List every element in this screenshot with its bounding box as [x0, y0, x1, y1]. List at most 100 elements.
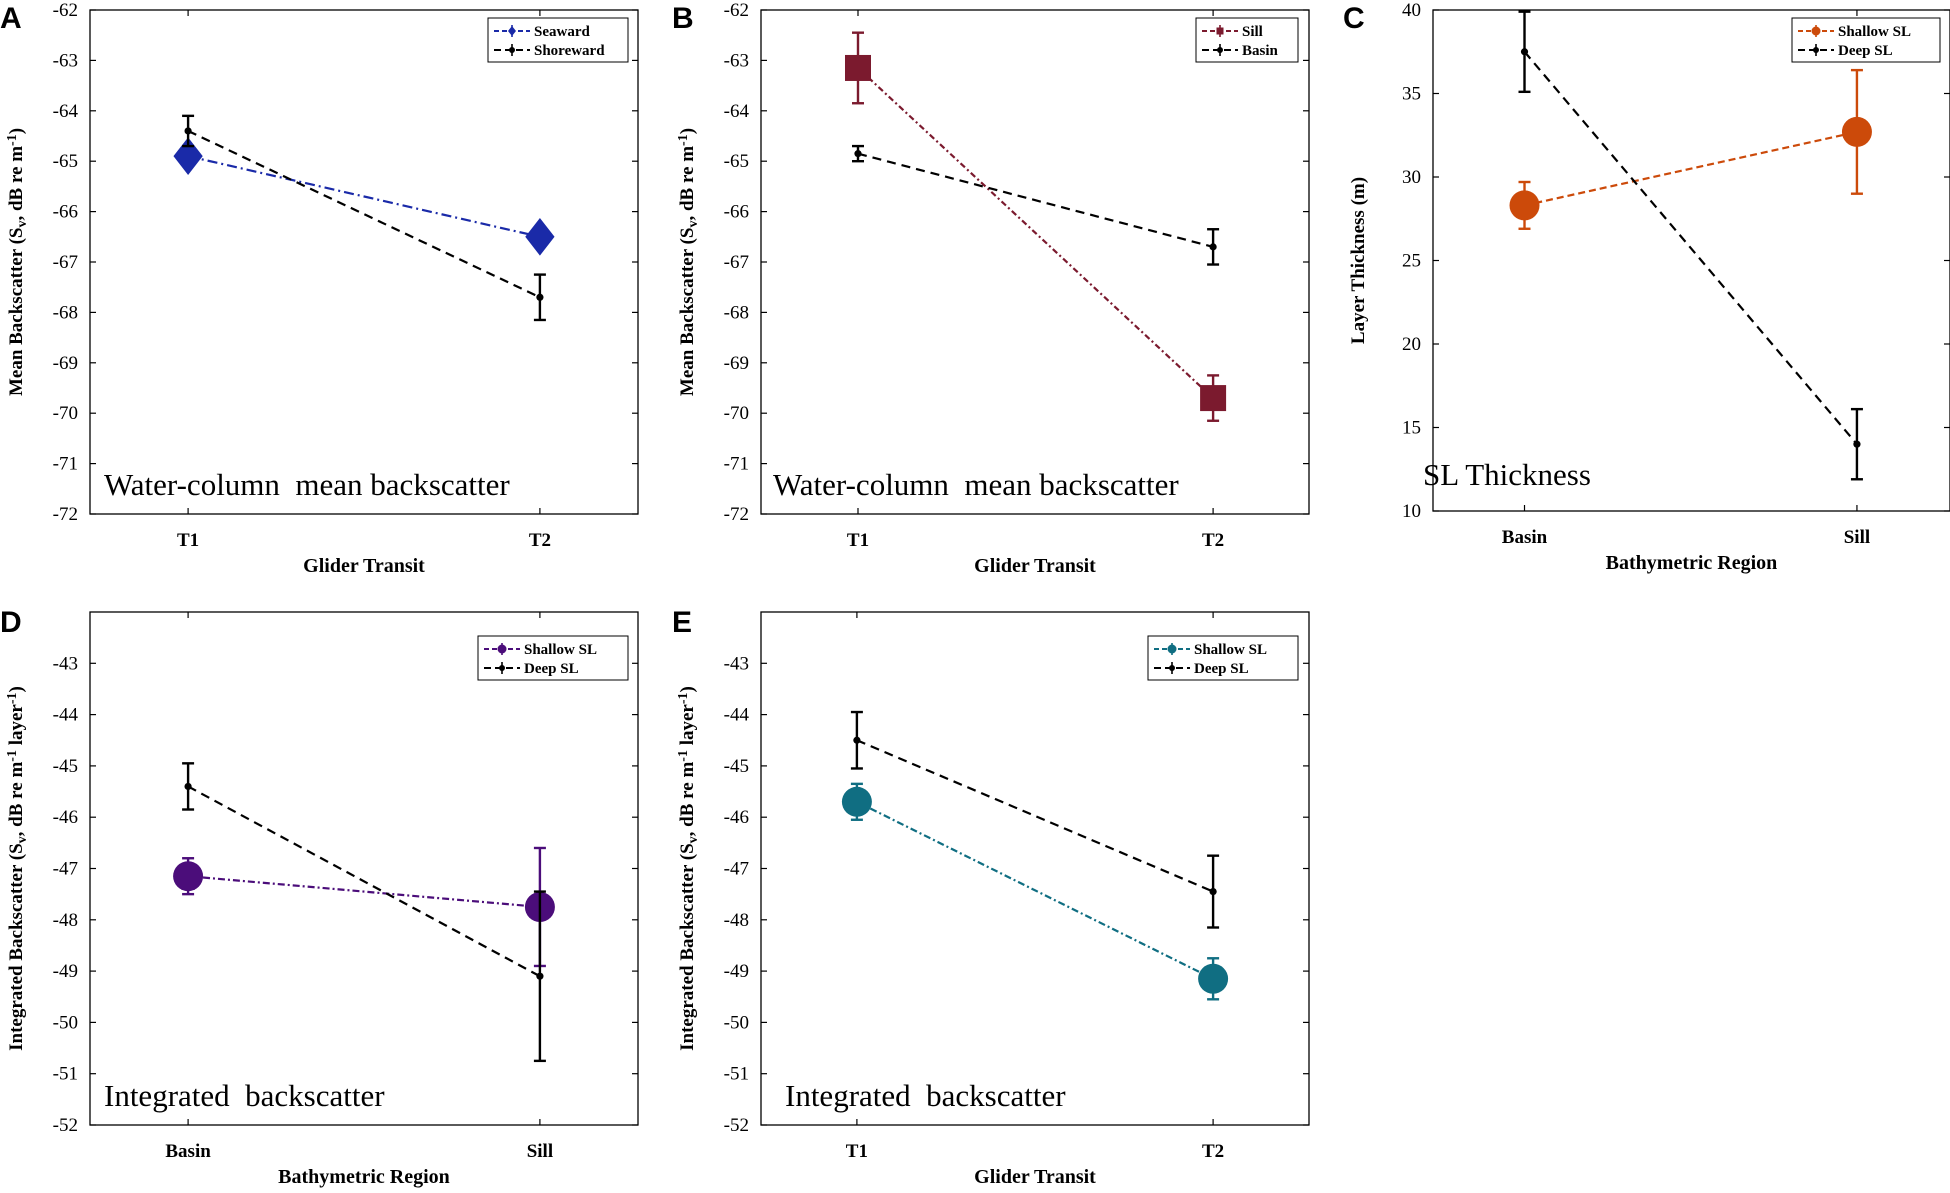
y-tick-label: 25 [1402, 251, 1421, 272]
legend-label: Seaward [534, 24, 590, 40]
y-tick-label: -64 [53, 101, 79, 122]
y-tick-label: -67 [724, 252, 749, 273]
y-tick-label: -50 [724, 1012, 749, 1033]
y-tick-label: -70 [724, 403, 749, 424]
legend-label: Shallow SL [1838, 24, 1911, 40]
y-tick-label: 40 [1402, 0, 1421, 21]
data-point [1520, 48, 1529, 56]
y-tick-label: -66 [53, 202, 78, 223]
y-axis-label-part: ) [677, 686, 698, 692]
y-axis-label-part: -1 [5, 750, 20, 762]
series-line-sill [857, 67, 1214, 399]
chart-panel-e: E -43 -44 -45 -46 -47 -48 -49 -50 -51 -52 T1 T2 Glide… [672, 606, 1310, 1188]
data-point [854, 150, 862, 158]
x-tick-label: Basin [165, 1141, 211, 1162]
y-tick-label: -63 [53, 50, 78, 71]
y-axis-label-part: , dB re m [6, 146, 27, 221]
panel-letter: C [1343, 2, 1365, 35]
plot-area [89, 9, 639, 515]
y-axis-label-part: -1 [676, 134, 691, 146]
data-point [536, 972, 544, 980]
y-tick-label: -71 [724, 454, 749, 475]
y-axis-label-part: ) [6, 686, 27, 692]
y-tick-label: -67 [53, 252, 78, 273]
x-tick-label: T1 [177, 530, 199, 551]
plot-area [89, 611, 639, 1126]
y-axis-label-part: Layer Thickness (m) [1348, 177, 1369, 344]
plot-area [760, 611, 1310, 1126]
legend-marker [499, 665, 505, 671]
y-tick-label: -62 [53, 0, 78, 21]
x-tick-label: Basin [1502, 527, 1548, 548]
y-tick-label: 20 [1402, 334, 1421, 355]
y-axis-label-part: v [686, 836, 701, 843]
legend-marker [1217, 47, 1223, 53]
series-line-shallow-sl [856, 800, 1214, 980]
y-axis-label-part: , dB re m [6, 762, 27, 837]
x-axis-label: Glider Transit [974, 1166, 1096, 1188]
y-axis-label-part: Integrated Backscatter (S [6, 843, 27, 1051]
legend-label: Deep SL [1838, 43, 1893, 59]
y-axis-label-part: -1 [5, 692, 20, 704]
data-point [536, 293, 544, 301]
y-axis-label: Integrated Backscatter (Sv, dB re m-1 la… [676, 686, 701, 1051]
y-tick-label: -50 [53, 1012, 78, 1033]
y-tick-label: -65 [724, 151, 749, 172]
y-tick-label: 15 [1402, 418, 1421, 439]
y-tick-label: -51 [53, 1064, 78, 1085]
legend: Shallow SL Deep SL [1147, 635, 1299, 681]
x-axis-label: Bathymetric Region [1606, 552, 1778, 574]
x-tick-label: T2 [529, 530, 551, 551]
y-tick-label: -63 [724, 50, 749, 71]
y-tick-label: -52 [724, 1115, 749, 1136]
x-tick-label: Sill [1844, 527, 1870, 548]
legend-box [1147, 635, 1299, 681]
legend: Shallow SL Deep SL [1791, 17, 1941, 63]
panel-annotation: Integrated backscatter [785, 1078, 1066, 1113]
y-tick-label: -48 [53, 910, 78, 931]
data-point [844, 54, 871, 81]
y-axis-label-part: v [686, 221, 701, 228]
y-axis-label-part: Mean Backscatter (S [6, 228, 27, 397]
series-line-deep-sl [1523, 51, 1858, 445]
data-point [1841, 116, 1872, 147]
data-point [1509, 190, 1540, 221]
y-tick-label: -43 [53, 653, 78, 674]
y-tick-label: 30 [1402, 167, 1421, 188]
series-line-seaward [187, 155, 541, 238]
y-axis-label: Mean Backscatter (Sv, dB re m-1) [676, 128, 701, 396]
legend-label: Shoreward [534, 43, 605, 59]
x-axis-label: Glider Transit [303, 555, 425, 577]
panel-letter: B [672, 2, 694, 35]
y-tick-label: -43 [724, 653, 749, 674]
data-point [173, 861, 204, 892]
y-axis-label-part: layer [677, 704, 698, 750]
panel-annotation: SL Thickness [1423, 457, 1591, 492]
panel-annotation: Water-column mean backscatter [104, 467, 510, 502]
y-tick-label: -68 [53, 302, 78, 323]
data-point [184, 782, 192, 791]
y-axis-label-part: -1 [676, 692, 691, 704]
y-tick-label: -72 [53, 504, 78, 525]
y-tick-label: -71 [53, 454, 78, 475]
data-point [525, 217, 555, 256]
panel-letter: A [0, 2, 22, 35]
panel-letter: D [0, 606, 22, 639]
y-tick-label: 10 [1402, 501, 1421, 522]
legend-marker [1813, 47, 1819, 53]
y-tick-label: -68 [724, 302, 749, 323]
legend-label: Shallow SL [524, 642, 597, 658]
x-tick-label: T2 [1202, 1141, 1224, 1162]
legend-marker [1811, 26, 1821, 36]
legend-marker [1169, 665, 1175, 671]
y-axis-label-part: v [15, 221, 30, 228]
data-point [1200, 385, 1227, 412]
y-tick-label: -62 [724, 0, 749, 21]
series-line-deep-sl [187, 785, 541, 978]
y-axis-label: Mean Backscatter (Sv, dB re m-1) [5, 128, 30, 396]
plot-area [1432, 9, 1950, 512]
y-tick-label: -69 [724, 353, 749, 374]
y-tick-label: -46 [53, 807, 78, 828]
y-axis-label-part: -1 [676, 750, 691, 762]
